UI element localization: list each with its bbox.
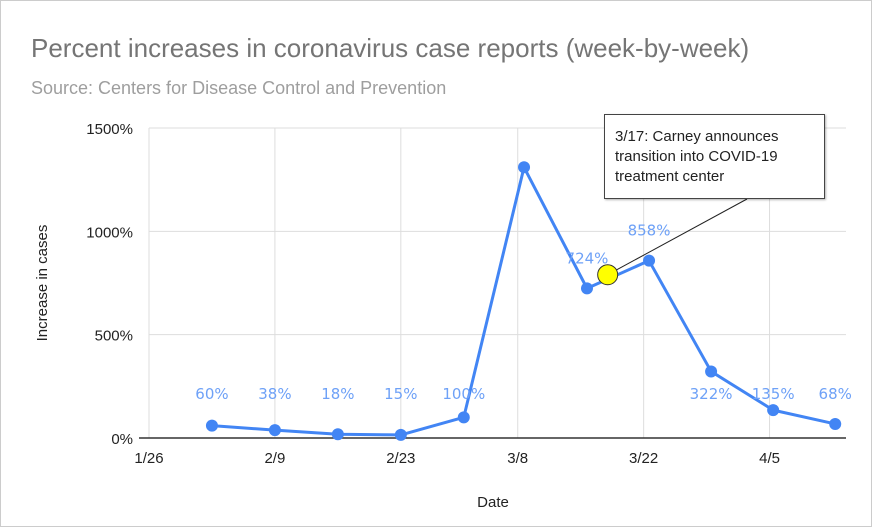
y-tick-label: 1000% xyxy=(86,224,133,241)
data-label: 38% xyxy=(258,385,291,403)
data-label: 135% xyxy=(752,385,795,403)
data-point xyxy=(829,417,842,430)
annotation-box: 3/17: Carney announces transition into C… xyxy=(604,114,825,199)
annotation-line: transition into COVID-19 xyxy=(615,148,778,165)
data-point xyxy=(580,282,593,295)
annotation-marker xyxy=(597,264,619,286)
annotation-line: 3/17: Carney announces xyxy=(615,128,779,145)
x-tick-label: 3/8 xyxy=(507,450,528,467)
data-label: 858% xyxy=(628,222,671,240)
x-tick-label: 3/22 xyxy=(629,450,658,467)
data-point xyxy=(705,365,718,378)
data-label: 68% xyxy=(819,385,852,403)
y-tick-label: 0% xyxy=(111,431,133,448)
data-label: 100% xyxy=(442,385,485,403)
data-label: 15% xyxy=(384,385,417,403)
y-axis-title: Increase in cases xyxy=(34,225,51,342)
x-tick-label: 2/23 xyxy=(386,450,415,467)
chart-title: Percent increases in coronavirus case re… xyxy=(31,33,750,63)
data-point xyxy=(394,428,407,441)
data-label: 724% xyxy=(566,249,609,267)
series-line xyxy=(211,165,836,437)
data-point xyxy=(331,428,344,441)
data-label: 322% xyxy=(690,385,733,403)
data-point xyxy=(268,424,281,437)
chart-subtitle: Source: Centers for Disease Control and … xyxy=(31,78,447,98)
x-tick-label: 4/5 xyxy=(759,450,780,467)
data-point xyxy=(518,161,531,174)
x-tick-label: 1/26 xyxy=(134,450,163,467)
x-axis-title: Date xyxy=(477,494,509,511)
annotation-leader xyxy=(607,198,748,276)
data-point xyxy=(205,419,218,432)
data-label: 60% xyxy=(195,385,228,403)
annotation-line: treatment center xyxy=(615,168,725,185)
y-tick-label: 500% xyxy=(95,328,133,345)
y-tick-label: 1500% xyxy=(86,121,133,138)
data-point xyxy=(767,404,780,417)
data-point xyxy=(643,254,656,267)
data-label: 18% xyxy=(321,385,354,403)
x-tick-label: 2/9 xyxy=(264,450,285,467)
data-point xyxy=(457,411,470,424)
